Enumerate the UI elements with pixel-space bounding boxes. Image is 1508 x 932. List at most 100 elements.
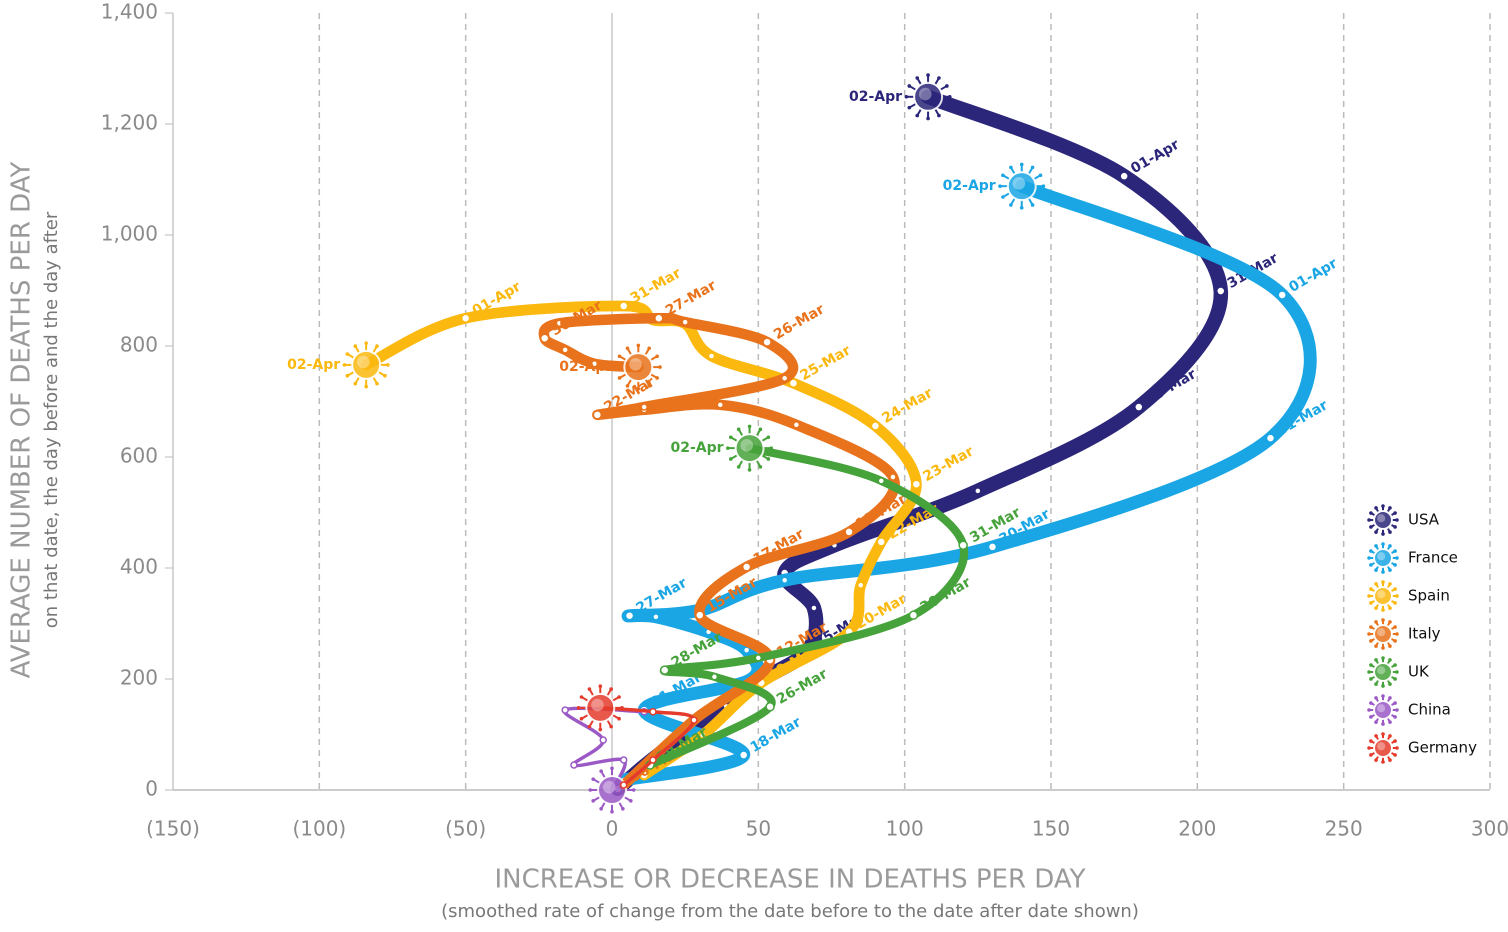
point <box>1134 402 1144 412</box>
virus-spike <box>354 376 361 384</box>
virus-spike-tip <box>1001 173 1005 178</box>
virus-spike <box>909 85 917 91</box>
virus-spike <box>619 373 627 379</box>
virus-body <box>1373 624 1393 644</box>
x-tick-label: (100) <box>292 817 346 841</box>
point <box>780 374 789 382</box>
virus-spike-tip <box>1369 525 1373 529</box>
virus-spike-tip <box>1367 670 1371 674</box>
x-tick-label: (150) <box>146 817 200 841</box>
point <box>624 610 635 621</box>
y-axis-subtitle: on that date, the day before and the day… <box>41 211 62 628</box>
virus-body <box>597 775 627 805</box>
virus-spike-tip <box>1367 632 1371 636</box>
legend-label: Spain <box>1408 587 1450 605</box>
virus-spike-tip <box>907 84 912 88</box>
virus-spike-tip <box>628 799 633 803</box>
virus-spike-tip <box>383 373 387 378</box>
virus-spike-tip <box>1381 732 1385 736</box>
virus-spike <box>372 346 378 354</box>
virus-spike-tip <box>1030 165 1035 170</box>
virus-spike-tip <box>1393 525 1397 529</box>
virus-spike-tip <box>617 354 622 359</box>
virus-spike-tip <box>1393 625 1397 629</box>
y-tick-label: 1,200 <box>101 111 158 135</box>
virus-spike <box>761 436 769 442</box>
virus-spike-tip <box>1001 195 1005 199</box>
point <box>1119 171 1129 181</box>
point <box>844 527 854 537</box>
point <box>592 410 603 420</box>
virus-spike-tip <box>1395 594 1399 598</box>
virus-spike-tip <box>636 386 641 391</box>
virus-spike-tip <box>364 384 368 389</box>
virus-spike-tip <box>609 724 613 729</box>
point <box>765 702 775 712</box>
virus-spike <box>623 796 631 802</box>
virus-spike-tip <box>1374 644 1378 648</box>
virus-spike-tip <box>1381 656 1385 660</box>
point <box>810 604 818 612</box>
x-tick-label: (50) <box>445 817 486 841</box>
virus-spike <box>1033 174 1041 181</box>
x-tick-label: 50 <box>746 817 771 841</box>
date-label: 02-Apr <box>287 357 340 373</box>
virus-spike-tip <box>1395 670 1399 674</box>
point <box>649 707 657 716</box>
virus-spike-tip <box>1381 618 1385 622</box>
virus-spike <box>916 78 922 86</box>
virus-spike <box>1010 197 1016 205</box>
virus-spike-tip <box>609 687 613 691</box>
date-label: 23-Mar <box>920 443 976 485</box>
point <box>762 337 772 347</box>
point <box>780 576 789 584</box>
virus-spike <box>626 378 633 386</box>
virus-spike-tip <box>1374 658 1378 662</box>
series-line <box>645 444 969 770</box>
virus-spike-tip <box>383 352 387 356</box>
point <box>876 537 887 547</box>
virus-marker <box>1367 542 1399 574</box>
legend-label: China <box>1408 701 1451 719</box>
virus-spike <box>619 355 627 361</box>
virus-spike-tip <box>1369 625 1373 629</box>
virus-body <box>1373 662 1393 682</box>
virus-body <box>1373 738 1393 758</box>
point <box>857 581 865 589</box>
y-tick-label: 600 <box>120 444 158 468</box>
point <box>1277 290 1287 300</box>
point <box>958 540 968 550</box>
virus-spike-tip <box>1388 582 1392 586</box>
virus-glow <box>918 87 932 101</box>
virus-spike-tip <box>655 376 659 380</box>
y-tick-label: 200 <box>120 666 158 690</box>
virus-spike <box>730 436 738 442</box>
virus-spike-tip <box>1374 582 1378 586</box>
legend-label: Germany <box>1408 739 1477 757</box>
virus-spike-tip <box>1381 504 1385 508</box>
virus-spike-tip <box>599 769 603 774</box>
point <box>908 610 919 620</box>
point <box>460 313 471 323</box>
virus-spike <box>377 371 385 377</box>
virus-spike-tip <box>1381 760 1385 764</box>
virus-spike-tip <box>588 788 593 792</box>
virus-spike-tip <box>614 365 619 369</box>
date-label: 26-Mar <box>771 301 827 343</box>
virus-spike-tip <box>1393 587 1397 591</box>
virus-spike-tip <box>747 468 752 472</box>
virus-spike-tip <box>647 384 651 388</box>
virus-spike-tip <box>926 116 930 121</box>
virus-spike-tip <box>1367 708 1371 712</box>
virus-spike-tip <box>1374 506 1378 510</box>
point <box>788 378 799 388</box>
point <box>590 360 599 368</box>
point <box>690 716 698 724</box>
legend-label: France <box>1408 549 1458 567</box>
virus-spike-tip <box>945 84 949 88</box>
virus-spike-tip <box>758 465 763 469</box>
virus-spike <box>372 376 378 384</box>
point <box>619 756 628 764</box>
point <box>710 673 719 681</box>
